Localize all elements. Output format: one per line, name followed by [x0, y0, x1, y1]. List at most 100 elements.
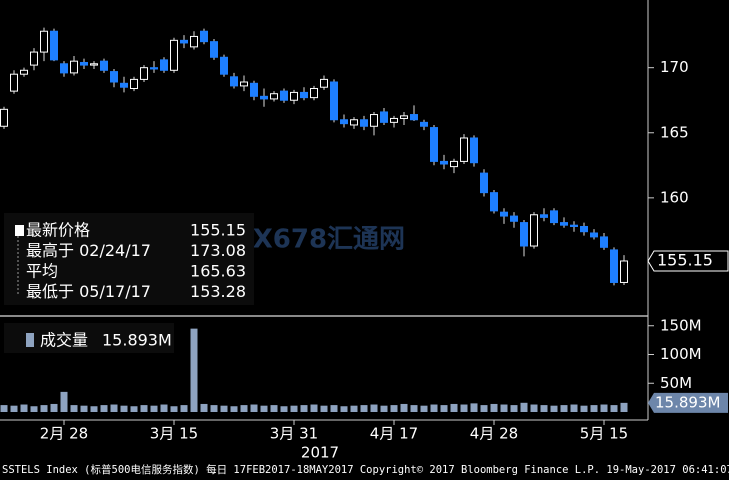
candle-body: [310, 88, 318, 99]
volume-bar: [480, 405, 488, 412]
volume-bar: [420, 405, 428, 412]
volume-bar: [600, 404, 608, 412]
volume-bar: [290, 405, 298, 412]
candle-body: [350, 119, 358, 126]
volume-bar: [500, 404, 508, 412]
volume-bar: [80, 405, 88, 412]
candle-body: [270, 93, 278, 100]
volume-bar: [450, 403, 458, 412]
candle-body: [240, 81, 248, 87]
volume-bar: [280, 406, 288, 412]
volume-bar: [190, 328, 198, 412]
candle-body: [250, 82, 258, 97]
x-tick-label: 3月 15: [150, 425, 198, 443]
volume-bar: [400, 403, 408, 412]
volume-legend-value: 15.893M: [102, 331, 172, 350]
volume-bar: [10, 405, 18, 412]
candle-body: [160, 59, 168, 71]
volume-bar: [560, 405, 568, 412]
candle-body: [300, 91, 308, 99]
candle-body: [40, 30, 48, 53]
candle-body: [360, 119, 368, 127]
volume-bar: [580, 405, 588, 412]
volume-bar: [540, 405, 548, 412]
candle-body: [50, 30, 58, 61]
volume-bar: [430, 404, 438, 412]
candle-body: [220, 56, 228, 75]
volume-bar: [550, 405, 558, 412]
volume-bar: [470, 403, 478, 412]
volume-bar: [70, 405, 78, 412]
volume-bar: [370, 404, 378, 412]
volume-bar: [40, 405, 48, 412]
x-tick-label: 2月 28: [40, 425, 88, 443]
candle-body: [620, 260, 628, 283]
candle-body: [380, 111, 388, 123]
candle-body: [30, 51, 38, 66]
volume-bar: [250, 404, 258, 412]
legend-value: 155.15: [190, 221, 246, 240]
x-tick-label: 4月 28: [470, 425, 518, 443]
candle-body: [90, 63, 98, 66]
volume-bar: [360, 405, 368, 412]
candle-body: [190, 35, 198, 48]
candle-body: [600, 236, 608, 248]
candle-body: [120, 82, 128, 88]
volume-legend-name: 成交量: [40, 331, 88, 350]
volume-bar: [270, 405, 278, 412]
volume-bar: [180, 405, 188, 412]
volume-bar: [340, 406, 348, 412]
y-tick-label: 170: [660, 58, 689, 76]
volume-legend-swatch: [26, 333, 34, 347]
volume-bar: [310, 404, 318, 412]
candle-body: [100, 60, 108, 71]
legend-label: 平均: [26, 262, 58, 281]
volume-bar: [50, 403, 58, 412]
volume-bar: [150, 405, 158, 412]
volume-bar: [590, 405, 598, 412]
candle-body: [0, 108, 8, 127]
candle-body: [340, 119, 348, 125]
candle-body: [70, 60, 78, 74]
candle-body: [210, 41, 218, 58]
footer: SSTELS Index (标普500电信服务指数) 每日 17FEB2017-…: [2, 463, 729, 476]
candle-body: [290, 91, 298, 101]
volume-bar: [350, 405, 358, 412]
x-tick-label: 3月 31: [270, 425, 318, 443]
y-tick-label: 50M: [660, 374, 692, 392]
candle-body: [10, 73, 18, 92]
volume-bar: [90, 406, 98, 412]
y-tick-label: 150M: [660, 316, 702, 334]
candle-body: [180, 39, 188, 44]
candle-body: [370, 114, 378, 127]
candle-body: [520, 222, 528, 247]
candle-body: [330, 81, 338, 121]
volume-bar: [20, 404, 28, 412]
volume-bar: [240, 405, 248, 412]
candle-body: [20, 69, 28, 75]
legend-swatch: [15, 225, 24, 236]
candle-body: [430, 127, 438, 162]
candle-body: [390, 117, 398, 123]
volume-bar: [100, 405, 108, 412]
candle-body: [410, 114, 418, 121]
volume-bar: [510, 405, 518, 412]
candle-body: [570, 224, 578, 227]
volume-bar: [200, 403, 208, 412]
candle-body: [280, 90, 288, 101]
legend-label: 最低于 05/17/17: [26, 282, 151, 301]
volume-bar: [320, 405, 328, 412]
legend-box: [4, 213, 254, 305]
volume-bar: [230, 406, 238, 412]
watermark: FX678汇通网: [235, 225, 405, 255]
y-tick-label: 160: [660, 188, 689, 206]
volume-bar: [440, 405, 448, 412]
y-tick-label: 100M: [660, 345, 702, 363]
volume-bar: [130, 406, 138, 412]
candle-body: [400, 115, 408, 119]
volume-bar: [610, 405, 618, 412]
candle-body: [320, 78, 328, 88]
candle-body: [460, 137, 468, 162]
legend-value: 153.28: [190, 282, 246, 301]
volume-bar: [490, 403, 498, 412]
